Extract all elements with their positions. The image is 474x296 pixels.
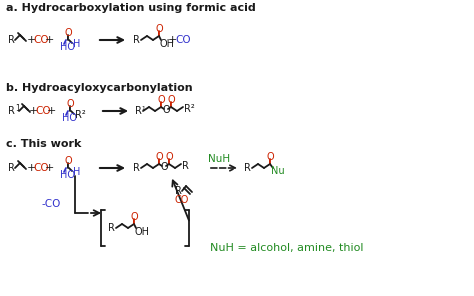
- Text: c. This work: c. This work: [6, 139, 82, 149]
- Text: O: O: [266, 152, 274, 162]
- Text: R: R: [133, 163, 140, 173]
- Text: R: R: [8, 163, 15, 173]
- Text: NuH = alcohol, amine, thiol: NuH = alcohol, amine, thiol: [210, 243, 364, 253]
- Text: Nu: Nu: [271, 166, 284, 176]
- Text: b. Hydroacyloxycarbonylation: b. Hydroacyloxycarbonylation: [6, 83, 192, 93]
- Text: O: O: [155, 24, 163, 34]
- Text: CO: CO: [175, 195, 190, 205]
- Text: O: O: [160, 162, 168, 172]
- Text: OH: OH: [160, 39, 175, 49]
- Text: +: +: [27, 163, 36, 173]
- Text: R: R: [182, 161, 189, 171]
- Text: +: +: [45, 35, 55, 45]
- Text: O: O: [64, 28, 72, 38]
- Text: -CO: -CO: [42, 199, 61, 209]
- Text: +: +: [47, 106, 56, 116]
- Text: R: R: [133, 35, 140, 45]
- Text: O: O: [66, 99, 74, 109]
- Text: CO: CO: [175, 35, 191, 45]
- Text: OH: OH: [135, 227, 150, 237]
- Text: O: O: [167, 95, 175, 105]
- Text: O: O: [165, 152, 173, 162]
- Text: NuH: NuH: [208, 154, 230, 164]
- Text: HO: HO: [62, 113, 77, 123]
- Text: +: +: [27, 35, 36, 45]
- Text: O: O: [64, 156, 72, 166]
- Text: +: +: [45, 163, 55, 173]
- Text: R: R: [244, 163, 251, 173]
- Text: R¹: R¹: [135, 106, 146, 116]
- Text: R: R: [8, 106, 15, 116]
- Text: a. Hydrocarboxylation using formic acid: a. Hydrocarboxylation using formic acid: [6, 3, 256, 13]
- Text: R: R: [8, 35, 15, 45]
- Text: O: O: [130, 212, 138, 222]
- Text: R: R: [108, 223, 115, 233]
- Text: CO: CO: [35, 106, 51, 116]
- Text: O: O: [162, 105, 170, 115]
- Text: +: +: [29, 106, 38, 116]
- Text: O: O: [157, 95, 165, 105]
- Text: +: +: [168, 35, 177, 45]
- Text: HO: HO: [60, 42, 75, 52]
- Text: H: H: [73, 167, 81, 177]
- Text: R: R: [175, 186, 182, 196]
- Text: CO: CO: [33, 163, 49, 173]
- Text: R²: R²: [184, 104, 195, 114]
- Text: R²: R²: [75, 110, 86, 120]
- Text: O: O: [155, 152, 163, 162]
- Text: 1: 1: [15, 104, 20, 112]
- Text: H: H: [73, 39, 81, 49]
- Text: CO: CO: [33, 35, 49, 45]
- Text: HO: HO: [60, 170, 75, 180]
